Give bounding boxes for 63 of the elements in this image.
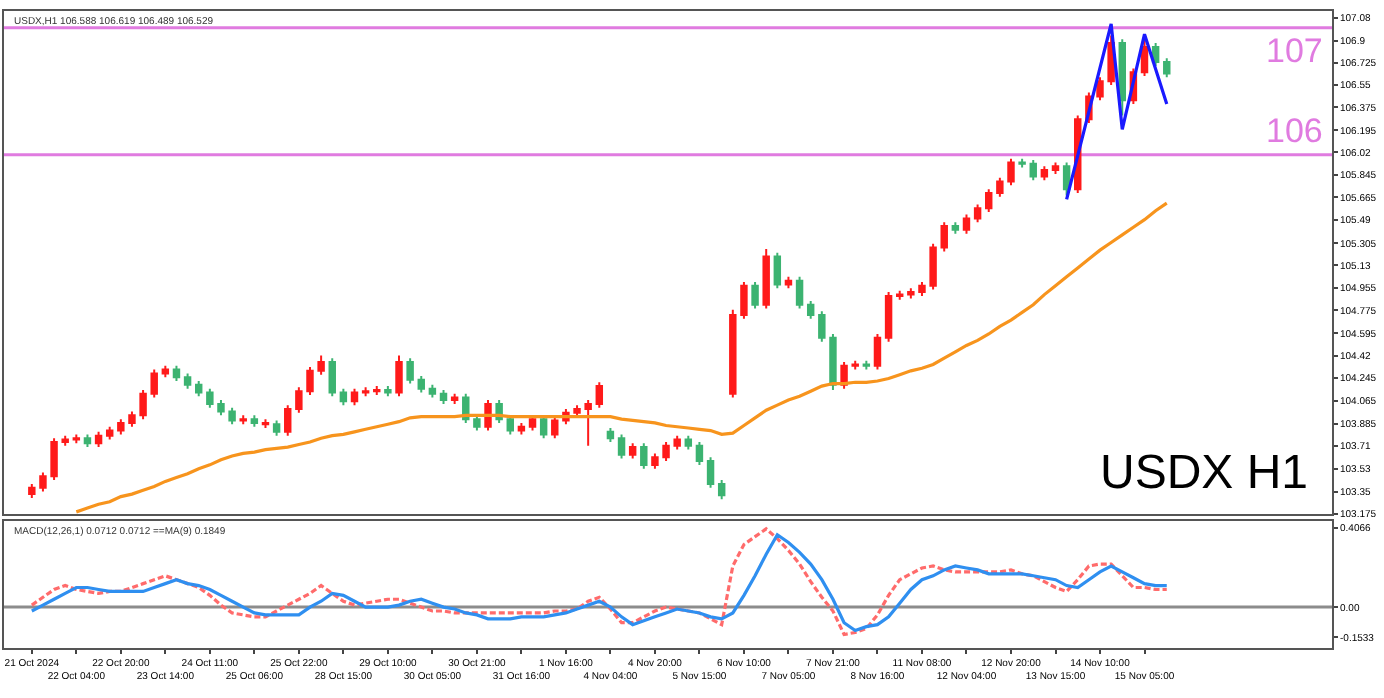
annotation: USDX H1 [1100, 446, 1309, 500]
candlestick [406, 357, 414, 385]
candlestick [105, 425, 114, 441]
candlestick [83, 433, 92, 449]
candlestick [395, 354, 403, 398]
candlestick [773, 251, 782, 290]
candlestick [1018, 157, 1026, 169]
candlestick [706, 456, 715, 489]
candlestick [973, 203, 982, 224]
candlestick [361, 386, 370, 398]
line-series [1065, 22, 1169, 201]
candlestick [428, 383, 437, 399]
candlestick [539, 414, 548, 440]
candlestick [873, 333, 882, 371]
candlestick [506, 414, 514, 436]
candlestick [517, 421, 526, 436]
candlestick [595, 381, 604, 409]
candlestick [940, 221, 948, 253]
candlestick [384, 385, 392, 398]
candlestick [72, 433, 81, 445]
candlestick [350, 387, 359, 407]
candlestick [272, 419, 281, 437]
candlestick [284, 404, 292, 437]
candlestick [617, 433, 626, 460]
candlestick [806, 299, 815, 320]
candlestick [172, 364, 181, 383]
candlestick [640, 442, 648, 470]
candlestick [628, 442, 637, 460]
candlestick [450, 392, 459, 405]
candlestick [951, 221, 960, 235]
candlestick [862, 359, 871, 371]
candlestick [250, 414, 259, 428]
candlestick [373, 385, 381, 396]
candlestick [439, 388, 448, 405]
candlestick [161, 364, 170, 379]
candlestick [183, 372, 192, 390]
candlestick [1029, 158, 1037, 182]
candlestick [1051, 161, 1060, 175]
candlestick [962, 213, 971, 235]
candlestick [884, 291, 893, 343]
candlestick [261, 418, 270, 430]
candlestick [339, 387, 348, 407]
candlestick [94, 430, 103, 449]
candlestick [896, 289, 904, 301]
ref-line-label: 106 [1266, 112, 1323, 150]
candlestick [1118, 38, 1126, 117]
candlestick [528, 414, 537, 432]
candlestick [985, 188, 993, 214]
candlestick [239, 414, 247, 426]
ref-line-label: 107 [1266, 32, 1323, 70]
candlestick [195, 380, 203, 398]
candlestick [1163, 57, 1171, 79]
candlestick [751, 280, 759, 310]
candlestick [328, 357, 336, 398]
candlestick [606, 427, 615, 443]
candlestick [1040, 165, 1049, 182]
candlestick [695, 441, 704, 466]
candlestick [717, 479, 726, 501]
candlestick [417, 374, 425, 394]
candlestick [784, 275, 793, 290]
candlestick [795, 275, 804, 310]
candlestick [762, 247, 770, 310]
candlestick [684, 434, 693, 451]
